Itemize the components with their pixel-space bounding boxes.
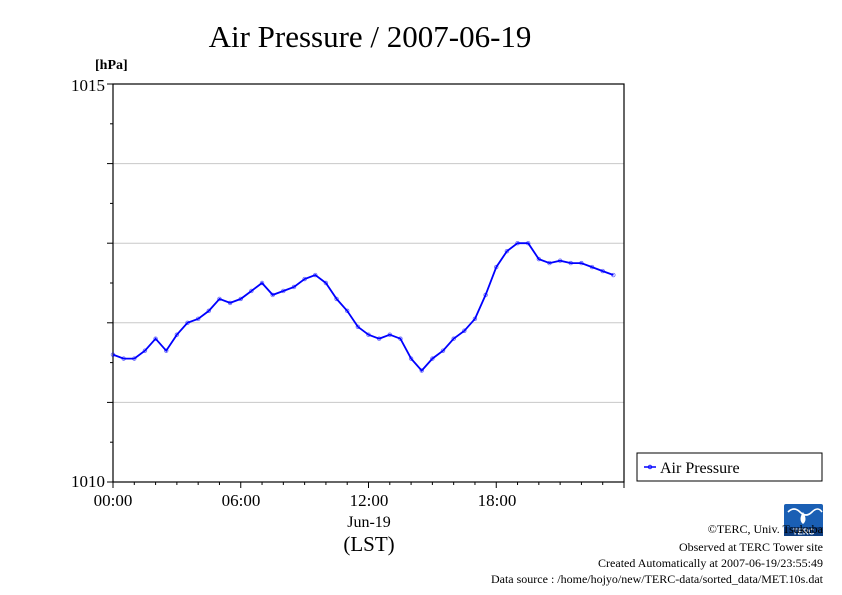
data-point	[249, 288, 254, 294]
x-axis-timezone-label: (LST)	[343, 532, 394, 556]
x-tick-label-1200: 12:00	[350, 491, 389, 510]
terc-logo-text: TERC	[793, 528, 815, 537]
x-tick-label-0600: 06:00	[222, 491, 261, 510]
data-point	[462, 328, 467, 333]
data-point	[174, 332, 180, 337]
data-point	[259, 280, 265, 286]
x-axis-date-label: Jun-19	[347, 514, 391, 531]
legend-box	[636, 452, 823, 482]
data-point	[323, 280, 329, 286]
data-point	[419, 368, 424, 373]
data-point	[430, 356, 435, 361]
data-point	[334, 296, 339, 302]
y-gridlines	[113, 163, 624, 403]
x-tick-label-0000: 00:00	[94, 491, 133, 510]
chart-title: Air Pressure / 2007-06-19	[209, 19, 532, 54]
legend-entry-air-pressure: Air Pressure	[660, 460, 740, 477]
y-axis-unit: [hPa]	[95, 58, 128, 73]
data-point	[345, 308, 350, 314]
x-axis-ticks	[112, 482, 625, 488]
y-tick-label-1015: 1015	[71, 76, 105, 95]
terc-logo-drop	[800, 512, 806, 524]
data-point	[355, 324, 361, 329]
observed-text: Observed at TERC Tower site	[679, 540, 823, 554]
series-line-air-pressure	[112, 242, 614, 372]
terc-logo-icon: TERC	[784, 504, 823, 537]
data-point	[142, 348, 148, 353]
data-point	[206, 308, 212, 314]
data-point	[164, 348, 169, 353]
data-point	[504, 248, 510, 254]
chart-legend: Air Pressure	[636, 452, 823, 482]
y-tick-label-1010: 1010	[71, 472, 105, 491]
terc-logo-band	[784, 527, 823, 536]
data-point	[153, 336, 158, 341]
plot-frame	[112, 83, 625, 483]
legend-swatch-dot	[647, 464, 653, 470]
data-points	[110, 240, 616, 373]
terc-logo-wave	[787, 508, 823, 516]
data-point	[440, 348, 446, 353]
created-text: Created Automatically at 2007-06-19/23:5…	[598, 556, 823, 570]
data-source-text: Data source : /home/hojyo/new/TERC-data/…	[491, 572, 824, 586]
data-point	[451, 336, 456, 341]
copyright-text: ©TERC, Univ. Tsukuba	[708, 522, 824, 536]
y-axis-ticks	[107, 83, 113, 483]
x-tick-label-1800: 18:00	[478, 491, 517, 510]
